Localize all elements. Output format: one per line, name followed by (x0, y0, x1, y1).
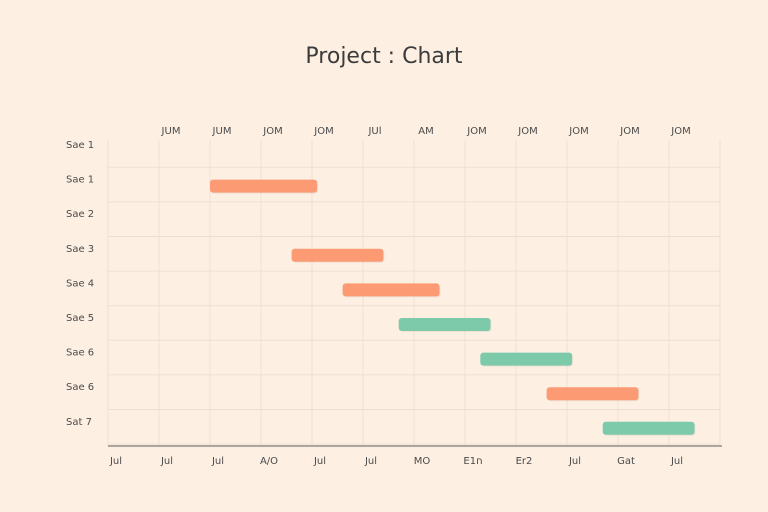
bottom-tick-label: Jul (211, 456, 224, 467)
row-label: Sae 2 (66, 209, 94, 220)
task-bar (291, 248, 384, 262)
top-tick-label: JOM (466, 126, 486, 137)
bottom-tick-label: Jul (109, 456, 122, 467)
chart-title: Project : Chart (305, 44, 463, 69)
row-label: Sae 4 (66, 278, 94, 289)
bottom-tick-label: Jul (364, 456, 377, 467)
task-bar (602, 421, 695, 435)
row-label: Sae 1 (66, 140, 94, 151)
top-tick-label: AM (418, 126, 433, 137)
row-label: Sae 1 (66, 175, 94, 186)
top-tick-label: JOM (619, 126, 639, 137)
top-tick-label: JOM (670, 126, 690, 137)
bottom-tick-label: Jul (568, 456, 581, 467)
bottom-tick-label: A/O (260, 456, 278, 467)
top-tick-label: JOM (262, 126, 282, 137)
task-bar (398, 318, 491, 331)
bottom-tick-label: Eח1 (463, 456, 482, 467)
bottom-tick-label: Gat (617, 456, 635, 467)
top-tick-label: JOM (517, 126, 537, 137)
bottom-tick-label: Jul (160, 456, 173, 467)
top-tick-label: JOM (313, 126, 333, 137)
row-label: Sat 7 (66, 417, 92, 428)
row-label: Sae 6 (66, 348, 94, 359)
bottom-tick-label: Jul (670, 456, 683, 467)
task-bar (210, 179, 318, 193)
task-bar (480, 352, 573, 366)
bottom-tick-label: Er2 (516, 456, 533, 467)
top-tick-label: JOM (568, 126, 588, 137)
top-tick-label: JUM (212, 126, 232, 137)
top-tick-label: JUM (161, 126, 181, 137)
row-label: Sae 3 (66, 244, 94, 255)
top-tick-label: JUl (367, 126, 381, 137)
bottom-tick-label: MO (414, 456, 431, 467)
task-bar (546, 387, 639, 401)
bottom-tick-label: Jul (313, 456, 326, 467)
task-bar (342, 283, 440, 297)
row-label: Sae 5 (66, 313, 94, 324)
row-label: Sae 6 (66, 382, 94, 393)
